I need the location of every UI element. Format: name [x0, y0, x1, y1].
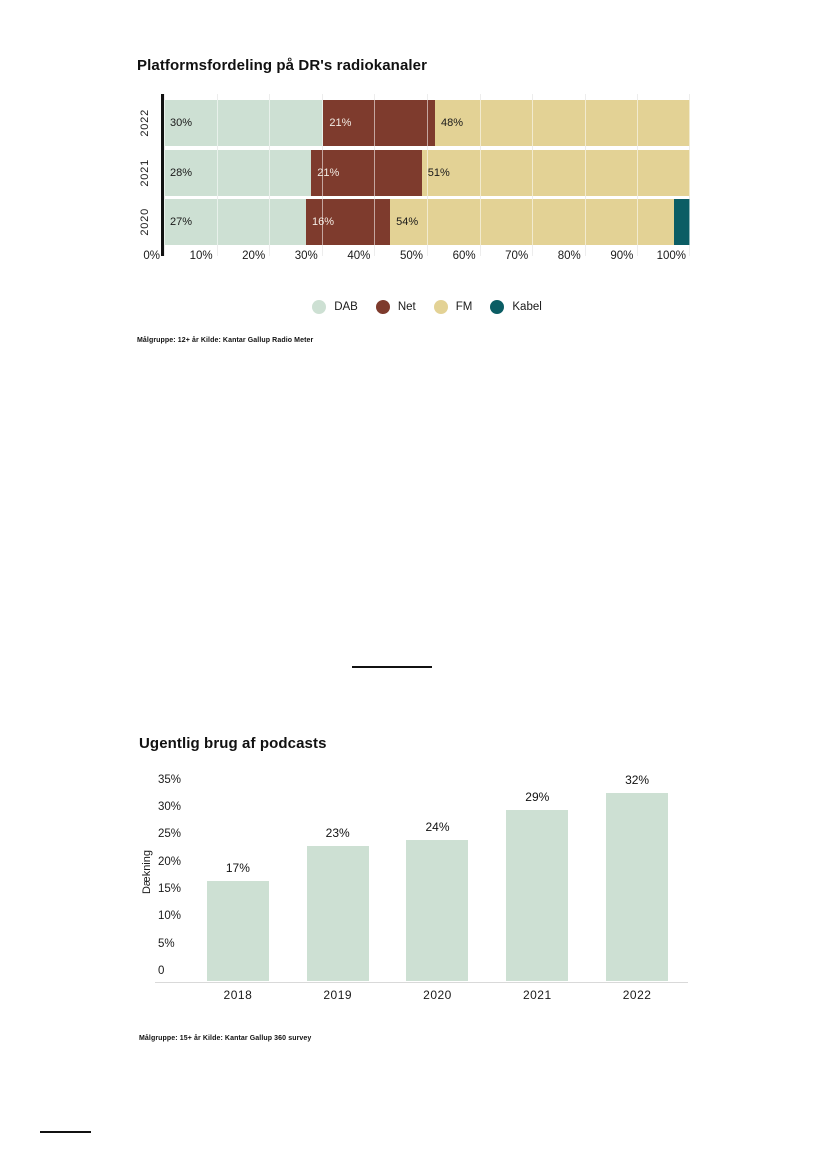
chart2-bars: 17% 23% 24% 29% 32% [188, 773, 687, 981]
chart2-y-tick-label: 25% [158, 828, 182, 841]
stacked-bar-row: 28% 21% 51% [164, 150, 690, 196]
chart1-y-axis-line [161, 94, 164, 256]
legend-color-dot [433, 300, 448, 314]
bar-segment-fm: 48% [434, 100, 690, 146]
section-divider-rule [352, 666, 432, 668]
bar-segment-fm: 54% [390, 199, 675, 245]
legend-color-dot [490, 300, 505, 314]
platform-chart-plot: 30% 21% 48% 28% 21% 51% 27% 16% 54% [164, 94, 690, 256]
chart2-bar [506, 810, 569, 981]
legend-label: Kabel [512, 301, 542, 313]
chart2-bar-value: 32% [625, 773, 650, 787]
chart1-year-label-text: 2022 [139, 109, 151, 137]
chart1-bars: 30% 21% 48% 28% 21% 51% 27% 16% 54% [164, 94, 690, 256]
chart2-x-tick-label: 2021 [522, 988, 552, 1002]
chart1-x-tick-label: 20% [242, 250, 266, 262]
chart2-y-tick-label: 10% [158, 910, 182, 923]
chart2-x-tick-label: 2022 [622, 988, 652, 1002]
chart2-baseline [155, 982, 688, 983]
bar-segment-value: 51% [427, 167, 450, 179]
chart2-bar-slot: 17% [188, 775, 288, 981]
chart1-x-tick-label: 10% [189, 250, 213, 262]
chart2-bar-value: 23% [325, 826, 350, 840]
chart2-bar [406, 840, 469, 981]
chart2-y-tick-label: 30% [158, 800, 182, 813]
chart1-x-tick-label: 30% [294, 250, 318, 262]
chart2-bar [206, 881, 269, 981]
chart1-year-label-text: 2020 [139, 208, 151, 236]
chart2-x-tick-label: 2019 [323, 988, 353, 1002]
chart2-footnote: Målgruppe: 15+ år Kilde: Kantar Gallup 3… [139, 1035, 312, 1042]
chart2-y-tick-label: 15% [158, 882, 182, 895]
legend-item-net: Net [375, 300, 416, 314]
chart2-bar-value: 29% [525, 790, 550, 804]
chart1-x-axis-ticks: 0% 10% 20% 30% 40% 50% 60% 70% 80% 90% 100% [143, 250, 690, 266]
bar-segment-value: 21% [329, 117, 352, 129]
legend-item-fm: FM [433, 300, 473, 314]
chart2-y-tick-label: 35% [158, 773, 182, 786]
chart2-bar-slot: 23% [288, 775, 388, 981]
bar-segment-fm: 51% [421, 150, 690, 196]
bar-segment-value: 48% [440, 117, 463, 129]
chart1-year-label-text: 2021 [139, 159, 151, 187]
legend-label: DAB [334, 301, 358, 313]
chart2-x-tick-label: 2020 [423, 988, 452, 1002]
chart1-year-label: 2021 [132, 150, 158, 196]
chart1-legend: DAB Net FM Kabel [164, 300, 690, 314]
bar-segment-dab: 27% [164, 199, 307, 245]
chart2-bar-slot: 29% [487, 775, 587, 981]
legend-color-dot [312, 300, 327, 314]
footer-rule [40, 1131, 91, 1133]
chart1-x-tick-label: 40% [347, 250, 371, 262]
chart2-bar-value: 17% [225, 861, 250, 875]
chart2-bar [606, 793, 669, 981]
chart1-x-tick-label: 60% [452, 250, 476, 262]
chart1-x-tick-label: 70% [505, 250, 529, 262]
bar-segment-dab: 28% [164, 150, 312, 196]
chart1-year-label: 2020 [132, 199, 158, 245]
stacked-bar-row: 30% 21% 48% [164, 100, 690, 146]
chart2-y-axis-title-text: Dækning [140, 850, 153, 895]
chart2-y-tick-label: 5% [158, 937, 175, 950]
bar-segment-value: 27% [170, 216, 193, 228]
legend-label: Net [397, 301, 416, 313]
legend-color-dot [375, 300, 390, 314]
chart1-year-label: 2022 [132, 100, 158, 146]
bar-segment-net: 21% [311, 150, 422, 196]
chart2-y-tick-label: 0 [158, 965, 165, 977]
chart2-bar-slot: 24% [388, 775, 488, 981]
bar-segment-dab: 30% [164, 100, 324, 146]
bar-segment-value: 54% [396, 216, 419, 228]
chart1-x-tick-label: 100% [656, 250, 686, 262]
chart1-x-tick-label: 80% [557, 250, 581, 262]
bar-segment-kabel [674, 199, 690, 245]
chart2-x-axis-labels: 2018 2019 2020 2021 2022 [188, 988, 687, 1002]
legend-label: FM [455, 301, 473, 313]
chart2-bar [306, 846, 369, 981]
bar-segment-value: 21% [317, 167, 340, 179]
bar-segment-value: 30% [170, 117, 193, 129]
stacked-bar-row: 27% 16% 54% [164, 199, 690, 245]
chart2-y-tick-label: 20% [158, 855, 182, 868]
legend-item-kabel: Kabel [490, 300, 542, 314]
chart1-title: Platformsfordeling på DR's radiokanaler [137, 57, 428, 74]
chart1-x-tick-label: 90% [610, 250, 634, 262]
legend-item-dab: DAB [312, 300, 358, 314]
chart1-x-tick-label: 50% [399, 250, 423, 262]
chart1-x-tick-label: 0% [143, 250, 160, 262]
chart2-bar-slot: 32% [587, 773, 687, 981]
chart1-footnote: Målgruppe: 12+ år Kilde: Kantar Gallup R… [137, 337, 314, 344]
bar-segment-value: 28% [170, 167, 193, 179]
chart2-bar-value: 24% [425, 820, 450, 834]
chart2-y-axis-title: Dækning [139, 820, 154, 925]
chart2-x-tick-label: 2018 [223, 988, 253, 1002]
chart2-title: Ugentlig brug af podcasts [139, 735, 327, 752]
bar-segment-value: 16% [312, 216, 335, 228]
bar-segment-net: 21% [323, 100, 435, 146]
bar-segment-net: 16% [306, 199, 391, 245]
